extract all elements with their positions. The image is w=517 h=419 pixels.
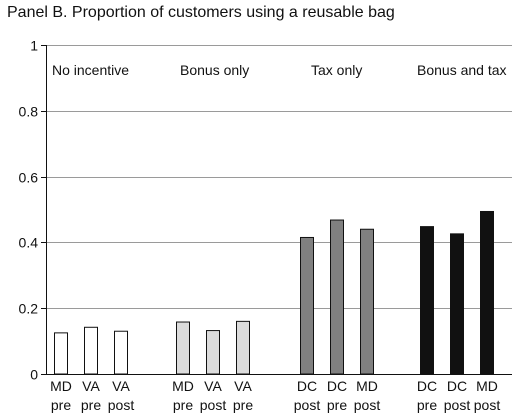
- x-tick-label-period: pre: [327, 397, 347, 413]
- x-tick-label-store: VA: [204, 378, 222, 394]
- group-label: Tax only: [311, 62, 362, 78]
- bar: [300, 236, 314, 375]
- x-tick-label-period: pre: [51, 397, 71, 413]
- bar: [206, 330, 220, 375]
- y-tick-label: 0.8: [19, 104, 39, 120]
- x-tick-label-period: post: [108, 397, 135, 413]
- x-tick-label-period: post: [354, 397, 381, 413]
- y-tick-label: 0.6: [19, 170, 39, 186]
- y-tick-label: 0.4: [19, 235, 39, 251]
- bars: [54, 210, 494, 375]
- bar: [420, 226, 434, 375]
- bar: [84, 326, 98, 375]
- x-tick-label-period: pre: [233, 397, 253, 413]
- bar: [114, 330, 128, 375]
- x-tick-label-store: MD: [476, 378, 498, 394]
- x-tick-label-store: DC: [297, 378, 317, 394]
- bar: [236, 320, 250, 375]
- x-tick-label-store: DC: [447, 378, 467, 394]
- x-tick-label-period: post: [474, 397, 501, 413]
- x-tick-label-store: DC: [327, 378, 347, 394]
- x-tick-label-period: post: [294, 397, 321, 413]
- x-tick-label-period: post: [444, 397, 471, 413]
- x-tick-label-period: post: [200, 397, 227, 413]
- x-tick-label-store: VA: [234, 378, 252, 394]
- x-tick-label-store: VA: [112, 378, 130, 394]
- y-tick-label: 0: [30, 367, 38, 383]
- x-tick-label-period: pre: [173, 397, 193, 413]
- bar: [54, 332, 68, 375]
- gridlines: [46, 45, 512, 309]
- bar: [480, 210, 494, 375]
- x-tick-label-store: MD: [50, 378, 72, 394]
- bar: [330, 219, 344, 375]
- bar: [450, 233, 464, 375]
- bar: [176, 321, 190, 375]
- x-tick-label-period: pre: [417, 397, 437, 413]
- group-label: Bonus only: [180, 62, 249, 78]
- group-label: Bonus and tax: [417, 62, 507, 78]
- y-tick-label: 0.2: [19, 301, 39, 317]
- x-tick-label-store: MD: [172, 378, 194, 394]
- chart-title: Panel B. Proportion of customers using a…: [7, 4, 395, 21]
- group-label: No incentive: [52, 62, 129, 78]
- x-tick-label-store: VA: [82, 378, 100, 394]
- y-tick-label: 1: [30, 38, 38, 54]
- group-labels: No incentive Bonus only Tax only Bonus and …: [52, 62, 507, 78]
- x-tick-label-period: pre: [81, 397, 101, 413]
- x-tick-labels: MD pre VA pre VA post MD pre VA post VA pre DC post DC…: [50, 378, 500, 413]
- x-tick-label-store: MD: [356, 378, 378, 394]
- bar: [360, 228, 374, 375]
- x-tick-label-store: DC: [417, 378, 437, 394]
